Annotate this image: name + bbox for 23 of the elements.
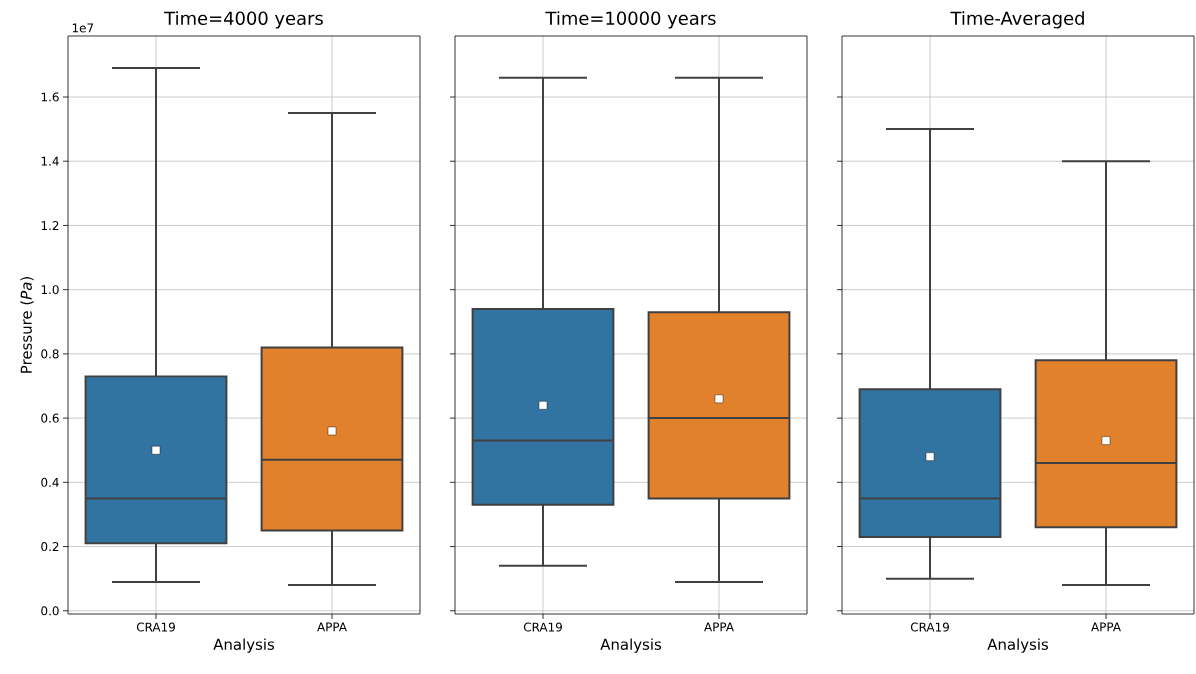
x-tick-label: CRA19 (523, 622, 562, 632)
y-tick-label: 1.6 (41, 92, 59, 102)
y-axis-title: Pressure (Pa) (20, 277, 34, 373)
y-tick-label: 0.6 (41, 413, 59, 423)
y-tick-label: 1.2 (41, 221, 59, 230)
x-tick-label: APPA (704, 622, 734, 632)
x-axis-title: Analysis (600, 638, 662, 653)
text: 1e7 (72, 23, 94, 33)
chart-title: Time-Averaged (950, 11, 1084, 29)
x-axis-title: Analysis (213, 638, 275, 653)
chart-title: Time=10000 years (545, 11, 716, 29)
x-tick-label: CRA19 (910, 622, 949, 632)
x-tick-label: CRA19 (136, 622, 175, 632)
y-tick-label: 0.4 (41, 477, 59, 487)
x-tick-label: APPA (317, 622, 347, 632)
y-tick-label: 1.0 (41, 285, 59, 295)
y-tick-label: 0.2 (41, 542, 59, 552)
y-tick-label: 0.8 (41, 349, 59, 359)
y-tick-label: 1.4 (41, 156, 59, 166)
x-tick-label: APPA (1091, 622, 1121, 632)
x-axis-title: Analysis (987, 638, 1049, 653)
y-tick-label: 0.0 (41, 606, 59, 616)
chart-title: Time=4000 years (164, 11, 323, 29)
